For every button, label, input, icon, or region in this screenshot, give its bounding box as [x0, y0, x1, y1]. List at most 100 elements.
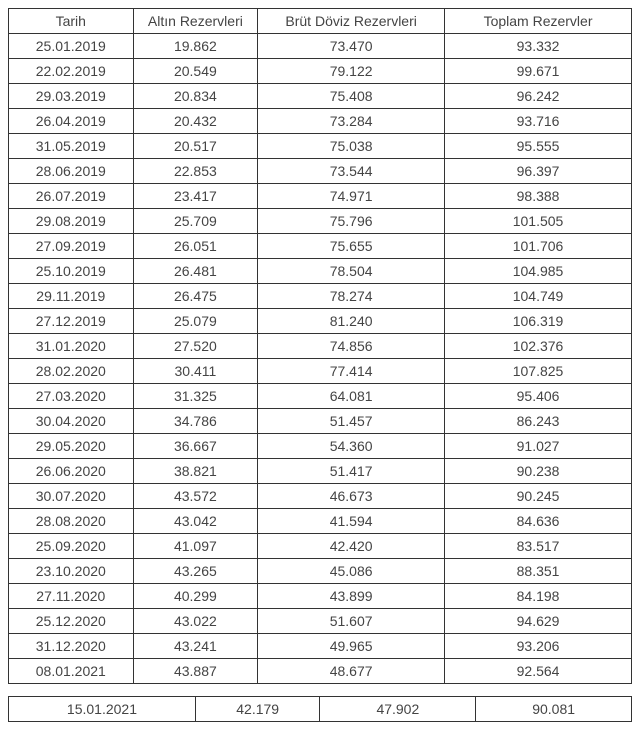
cell-total: 86.243 [445, 409, 632, 434]
cell-fx: 75.038 [258, 134, 445, 159]
cell-gold: 43.265 [133, 559, 258, 584]
cell-total: 98.388 [445, 184, 632, 209]
cell-date: 27.11.2020 [9, 584, 134, 609]
cell-date: 26.07.2019 [9, 184, 134, 209]
cell-total: 96.397 [445, 159, 632, 184]
cell-total: 99.671 [445, 59, 632, 84]
cell-fx: 51.417 [258, 459, 445, 484]
cell-gold: 43.042 [133, 509, 258, 534]
table-row: 27.12.201925.07981.240106.319 [9, 309, 632, 334]
table-row: 27.03.202031.32564.08195.406 [9, 384, 632, 409]
cell-total: 104.985 [445, 259, 632, 284]
cell-gold: 43.572 [133, 484, 258, 509]
cell-date: 25.10.2019 [9, 259, 134, 284]
cell-fx: 74.971 [258, 184, 445, 209]
cell-fx: 51.607 [258, 609, 445, 634]
cell-date: 26.06.2020 [9, 459, 134, 484]
cell-fx: 47.902 [320, 697, 476, 722]
cell-gold: 25.079 [133, 309, 258, 334]
table-row: 30.04.202034.78651.45786.243 [9, 409, 632, 434]
cell-date: 29.03.2019 [9, 84, 134, 109]
table-row: 27.09.201926.05175.655101.706 [9, 234, 632, 259]
cell-date: 28.02.2020 [9, 359, 134, 384]
table-row: 26.07.201923.41774.97198.388 [9, 184, 632, 209]
cell-total: 90.081 [476, 697, 632, 722]
cell-date: 27.12.2019 [9, 309, 134, 334]
cell-fx: 73.470 [258, 34, 445, 59]
table-header: Tarih Altın Rezervleri Brüt Döviz Rezerv… [9, 9, 632, 34]
cell-date: 26.04.2019 [9, 109, 134, 134]
table-row: 30.07.202043.57246.67390.245 [9, 484, 632, 509]
cell-fx: 75.408 [258, 84, 445, 109]
cell-date: 29.11.2019 [9, 284, 134, 309]
cell-fx: 78.274 [258, 284, 445, 309]
cell-gold: 31.325 [133, 384, 258, 409]
cell-date: 27.03.2020 [9, 384, 134, 409]
cell-gold: 26.481 [133, 259, 258, 284]
reserves-table: Tarih Altın Rezervleri Brüt Döviz Rezerv… [8, 8, 632, 684]
cell-date: 30.04.2020 [9, 409, 134, 434]
table-row: 25.12.202043.02251.60794.629 [9, 609, 632, 634]
cell-date: 25.01.2019 [9, 34, 134, 59]
cell-total: 90.245 [445, 484, 632, 509]
cell-gold: 40.299 [133, 584, 258, 609]
cell-gold: 25.709 [133, 209, 258, 234]
table-row: 31.12.202043.24149.96593.206 [9, 634, 632, 659]
cell-fx: 54.360 [258, 434, 445, 459]
table-row: 29.05.202036.66754.36091.027 [9, 434, 632, 459]
cell-total: 102.376 [445, 334, 632, 359]
cell-total: 93.206 [445, 634, 632, 659]
col-header-fx: Brüt Döviz Rezervleri [258, 9, 445, 34]
cell-total: 101.505 [445, 209, 632, 234]
cell-date: 08.01.2021 [9, 659, 134, 684]
cell-gold: 22.853 [133, 159, 258, 184]
col-header-total: Toplam Rezervler [445, 9, 632, 34]
cell-gold: 20.549 [133, 59, 258, 84]
cell-gold: 41.097 [133, 534, 258, 559]
reserves-extra-row-table: 15.01.2021 42.179 47.902 90.081 [8, 696, 632, 722]
cell-gold: 27.520 [133, 334, 258, 359]
cell-gold: 26.475 [133, 284, 258, 309]
cell-date: 25.09.2020 [9, 534, 134, 559]
cell-fx: 46.673 [258, 484, 445, 509]
cell-fx: 64.081 [258, 384, 445, 409]
cell-fx: 75.796 [258, 209, 445, 234]
table-row: 15.01.2021 42.179 47.902 90.081 [9, 697, 632, 722]
cell-fx: 51.457 [258, 409, 445, 434]
cell-date: 28.08.2020 [9, 509, 134, 534]
cell-gold: 30.411 [133, 359, 258, 384]
cell-gold: 38.821 [133, 459, 258, 484]
cell-gold: 34.786 [133, 409, 258, 434]
cell-date: 22.02.2019 [9, 59, 134, 84]
cell-date: 27.09.2019 [9, 234, 134, 259]
cell-fx: 78.504 [258, 259, 445, 284]
cell-date: 25.12.2020 [9, 609, 134, 634]
cell-total: 83.517 [445, 534, 632, 559]
cell-total: 92.564 [445, 659, 632, 684]
cell-date: 30.07.2020 [9, 484, 134, 509]
col-header-date: Tarih [9, 9, 134, 34]
cell-fx: 77.414 [258, 359, 445, 384]
table-row: 08.01.202143.88748.67792.564 [9, 659, 632, 684]
cell-fx: 42.420 [258, 534, 445, 559]
cell-total: 84.636 [445, 509, 632, 534]
table-row: 29.11.201926.47578.274104.749 [9, 284, 632, 309]
cell-date: 31.01.2020 [9, 334, 134, 359]
cell-fx: 49.965 [258, 634, 445, 659]
cell-fx: 73.544 [258, 159, 445, 184]
cell-total: 93.716 [445, 109, 632, 134]
cell-fx: 45.086 [258, 559, 445, 584]
cell-total: 94.629 [445, 609, 632, 634]
table-row: 25.01.201919.86273.47093.332 [9, 34, 632, 59]
cell-total: 107.825 [445, 359, 632, 384]
table-row: 28.02.202030.41177.414107.825 [9, 359, 632, 384]
table-row: 25.10.201926.48178.504104.985 [9, 259, 632, 284]
cell-date: 31.12.2020 [9, 634, 134, 659]
table-row: 29.03.201920.83475.40896.242 [9, 84, 632, 109]
table-row: 28.06.201922.85373.54496.397 [9, 159, 632, 184]
cell-fx: 75.655 [258, 234, 445, 259]
cell-gold: 20.517 [133, 134, 258, 159]
cell-gold: 36.667 [133, 434, 258, 459]
cell-total: 101.706 [445, 234, 632, 259]
cell-gold: 20.834 [133, 84, 258, 109]
